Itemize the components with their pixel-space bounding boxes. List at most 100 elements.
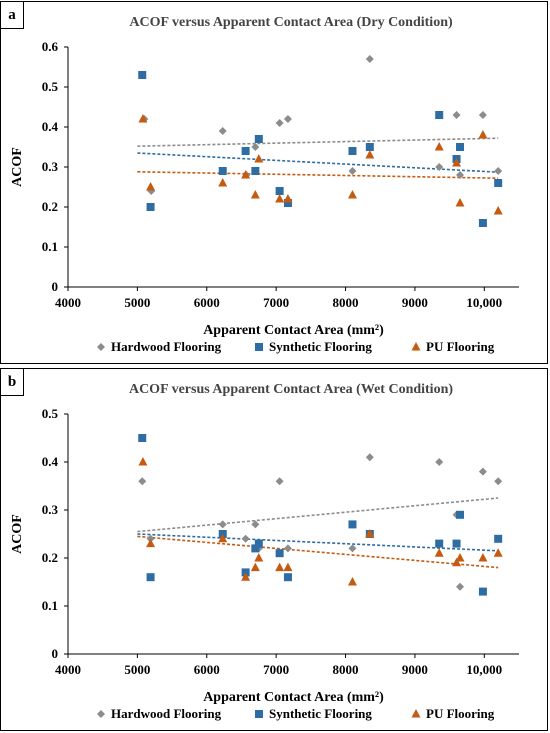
panel-label: a [1, 2, 24, 29]
data-point [250, 562, 260, 572]
data-point [283, 194, 293, 203]
data-point [250, 190, 260, 199]
trendline [137, 152, 499, 173]
data-point [494, 179, 503, 187]
trendline [137, 533, 499, 552]
x-tick-label: 6000 [194, 295, 220, 310]
data-point [365, 529, 375, 538]
panel-b: b ACOF versus Apparent Contact Area (Wet… [0, 368, 548, 731]
data-point [251, 520, 260, 529]
data-point [218, 167, 227, 175]
data-point [275, 477, 284, 486]
data-point [251, 143, 260, 151]
x-axis-label: Apparent Contact Area (mm²) [203, 690, 384, 705]
data-point [146, 203, 155, 211]
data-point [452, 557, 462, 567]
data-point [254, 135, 263, 143]
data-point [435, 111, 444, 119]
trendline [137, 171, 499, 179]
legend-label: Synthetic Flooring [269, 339, 372, 354]
y-axis-label: ACOF [10, 514, 25, 554]
data-point [241, 572, 251, 581]
y-axis-label: ACOF [10, 147, 25, 187]
data-point [275, 194, 285, 203]
y-tick-label: 0.4 [42, 119, 59, 134]
data-point [146, 182, 156, 191]
data-point [452, 158, 462, 167]
x-tick-label: 7000 [263, 295, 289, 310]
y-tick-label: 0 [52, 646, 59, 661]
data-point [146, 573, 155, 582]
data-point [435, 163, 444, 171]
y-tick-label: 0.1 [42, 598, 58, 613]
y-tick-label: 0.5 [42, 79, 59, 94]
data-point [456, 143, 465, 151]
data-point [456, 510, 465, 519]
chart-title: ACOF versus Apparent Contact Area (Dry C… [129, 15, 453, 30]
legend-marker [255, 343, 263, 351]
data-point [241, 147, 250, 155]
data-point [348, 544, 357, 553]
data-point [365, 453, 374, 462]
data-point [138, 71, 147, 79]
data-point [494, 477, 503, 486]
data-point [493, 206, 503, 215]
data-point [283, 573, 292, 582]
trendline [137, 535, 499, 569]
data-point [275, 119, 284, 127]
data-point [348, 167, 357, 175]
data-point [275, 549, 284, 558]
y-tick-label: 0.2 [42, 550, 58, 565]
data-point [452, 539, 461, 548]
x-tick-label: 8000 [333, 662, 359, 677]
data-point [218, 127, 227, 135]
data-point [251, 167, 260, 175]
data-point [138, 477, 147, 486]
data-point [146, 538, 156, 548]
data-point [218, 533, 228, 543]
data-point [348, 147, 357, 155]
data-point [275, 187, 284, 195]
x-tick-label: 10,000 [466, 295, 502, 310]
legend-marker [255, 710, 263, 718]
data-point [455, 198, 465, 207]
data-point [365, 143, 374, 151]
legend-label: Hardwood Flooring [111, 339, 222, 354]
data-point [283, 199, 292, 207]
data-point [347, 190, 357, 199]
x-tick-label: 5000 [124, 295, 150, 310]
data-point [478, 587, 487, 596]
data-point [138, 457, 148, 466]
data-point [493, 548, 503, 557]
legend-label: Hardwood Flooring [111, 706, 222, 721]
y-tick-label: 0.4 [42, 454, 59, 469]
data-point [251, 544, 260, 553]
data-point [348, 520, 357, 529]
data-point [241, 534, 250, 543]
trendline [137, 137, 499, 147]
x-tick-label: 7000 [263, 662, 289, 677]
data-point [138, 114, 148, 123]
x-axis-label: Apparent Contact Area (mm²) [203, 323, 384, 338]
legend-marker [97, 343, 105, 351]
trendline [137, 497, 499, 533]
data-point [365, 55, 374, 63]
data-point [456, 582, 465, 591]
data-point [434, 142, 444, 151]
data-point [478, 111, 487, 119]
data-point [218, 520, 227, 529]
panel-label: b [1, 369, 24, 396]
y-tick-label: 0.6 [42, 39, 59, 54]
legend-label: Synthetic Flooring [269, 706, 372, 721]
data-point [478, 130, 488, 139]
y-tick-label: 0.3 [42, 502, 59, 517]
y-tick-label: 0.3 [42, 159, 59, 174]
data-point [478, 467, 487, 476]
x-tick-label: 6000 [194, 662, 220, 677]
data-point [478, 553, 488, 562]
data-point [452, 111, 461, 119]
x-tick-label: 10,000 [466, 662, 502, 677]
data-point [494, 167, 503, 175]
legend-label: PU Flooring [426, 339, 495, 354]
data-point [365, 150, 375, 159]
